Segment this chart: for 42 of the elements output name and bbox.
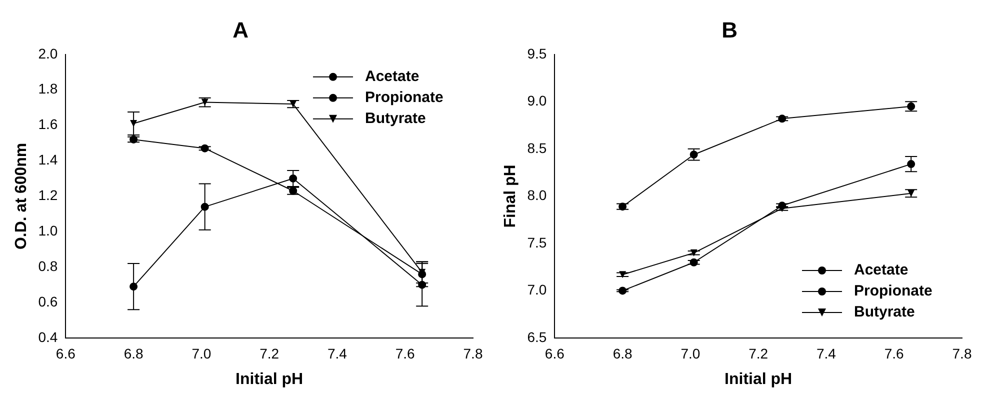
x-tick-label: 7.6 [395,345,416,362]
x-tick-label: 7.8 [463,345,483,362]
y-axis-title: Final pH [502,164,520,228]
x-tick-label: 6.6 [544,345,565,362]
legend-label: Acetate [854,262,908,279]
y-axis-title: O.D. at 600nm [13,142,30,250]
y-tick-label: 1.6 [38,116,58,132]
x-tick-label: 7.8 [952,345,972,362]
y-tick-label: 6.5 [527,328,547,345]
y-tick-label: 0.4 [38,328,58,345]
y-tick-label: 9.0 [527,92,547,109]
x-tick-label: 7.2 [748,345,768,362]
y-tick-label: 1.8 [38,80,58,97]
x-tick-label: 6.8 [612,345,632,362]
y-tick-label: 7.5 [527,234,547,250]
legend-label: Acetate [365,68,420,86]
x-tick-label: 7.0 [192,345,212,362]
legend-label: Butyrate [365,110,426,128]
y-tick-label: 7.0 [527,282,547,298]
x-tick-label: 6.6 [56,345,76,362]
y-tick-label: 9.5 [527,45,547,62]
x-tick-label: 7.4 [327,345,348,362]
y-tick-label: 8.5 [527,140,547,156]
y-tick-label: 0.8 [38,258,58,274]
x-tick-label: 6.8 [124,345,144,362]
x-tick-label: 7.0 [680,345,700,362]
x-tick-label: 7.2 [260,345,280,362]
y-tick-label: 2.0 [38,45,58,62]
y-tick-label: 8.0 [527,187,547,204]
legend-label: Propionate [365,89,444,106]
chart-title: B [722,17,738,42]
y-tick-label: 1.2 [38,187,58,204]
legend-label: Propionate [854,282,932,300]
chart-title: A [232,17,249,42]
x-axis-title: Initial pH [236,370,304,388]
x-axis-title: Initial pH [724,370,792,388]
y-tick-label: 1.4 [38,152,58,168]
legend-label: Butyrate [854,304,915,321]
x-tick-label: 7.4 [816,345,836,362]
x-tick-label: 7.6 [884,345,904,362]
y-tick-label: 1.0 [38,222,58,239]
y-tick-label: 0.6 [38,293,58,310]
